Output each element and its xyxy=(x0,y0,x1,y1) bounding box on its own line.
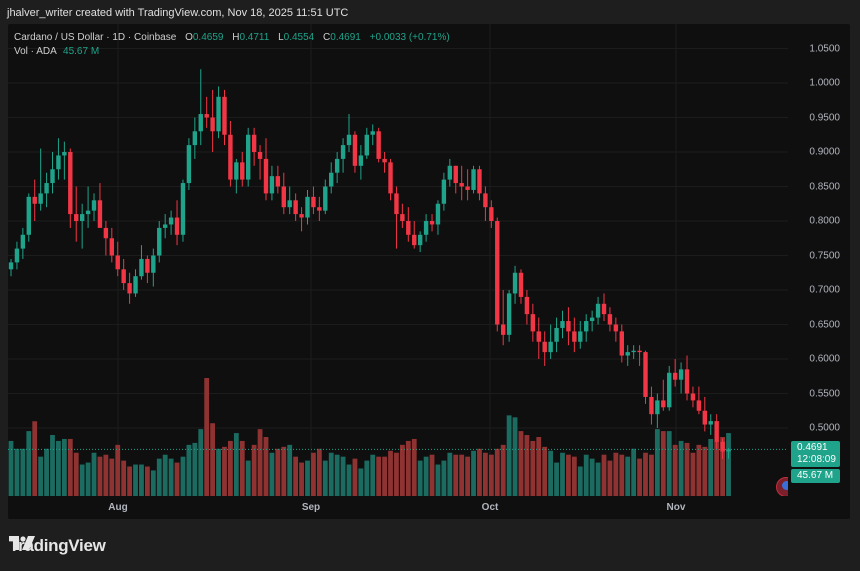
legend-low: 0.4554 xyxy=(283,32,315,43)
price-tick: 1.0500 xyxy=(809,43,840,54)
price-tick: 0.9500 xyxy=(809,112,840,123)
price-tick: 0.6000 xyxy=(809,353,840,365)
price-tick: 0.7000 xyxy=(809,284,840,296)
price-tick: 0.6500 xyxy=(809,319,840,330)
tradingview-logo: TradingView xyxy=(9,536,106,556)
chart-pane[interactable]: Cardano / US Dollar · 1D · Coinbase O0.4… xyxy=(8,24,788,496)
chart-frame: Cardano / US Dollar · 1D · Coinbase O0.4… xyxy=(8,24,850,519)
legend-close: 0.4691 xyxy=(330,32,361,43)
bar-countdown: 12:08:09 xyxy=(797,454,836,465)
legend-open-label: O xyxy=(185,32,193,43)
last-volume-tag: 45.67 M xyxy=(791,469,840,483)
price-tick: 0.5500 xyxy=(809,388,840,399)
legend-high-label: H xyxy=(232,32,240,43)
legend-ohlc-row: Cardano / US Dollar · 1D · Coinbase O0.4… xyxy=(14,31,450,45)
time-tick: Nov xyxy=(666,502,686,513)
legend-change: +0.0033 (+0.71%) xyxy=(369,32,450,43)
chart-legend: Cardano / US Dollar · 1D · Coinbase O0.4… xyxy=(14,31,450,59)
time-axis[interactable]: Aug Sep Oct Nov xyxy=(8,496,788,519)
tradingview-logo-text: TradingView xyxy=(9,536,106,555)
price-tick: 0.8500 xyxy=(809,181,840,192)
price-tick: 0.8000 xyxy=(809,215,840,227)
last-price: 0.4691 xyxy=(797,442,828,453)
legend-volume: 45.67 M xyxy=(63,46,100,57)
price-tick: 1.0000 xyxy=(809,77,840,89)
legend-low-label: L xyxy=(278,32,284,43)
user-avatar-icon[interactable] xyxy=(776,477,788,496)
last-price-tag: 0.4691 12:08:09 xyxy=(791,441,840,467)
legend-close-label: C xyxy=(323,32,331,43)
time-tick: Sep xyxy=(301,502,321,513)
price-axis[interactable]: 1.0500 1.0000 0.9500 0.9000 0.8500 0.8000 0.75… xyxy=(788,24,850,496)
price-tick: 0.7500 xyxy=(809,250,840,261)
legend-volume-row: Vol · ADA 45.67 M xyxy=(14,45,450,59)
legend-open: 0.4659 xyxy=(192,32,224,43)
price-tick: 0.5000 xyxy=(809,422,840,434)
tradingview-logo-icon xyxy=(9,536,35,550)
chart-credit: jhalver_writer created with TradingView.… xyxy=(7,7,349,19)
time-tick: Oct xyxy=(481,502,499,513)
legend-symbol[interactable]: Cardano / US Dollar · 1D · Coinbase xyxy=(14,32,177,43)
price-tick: 0.9000 xyxy=(809,146,840,158)
legend-volume-label[interactable]: Vol · ADA xyxy=(14,46,57,57)
legend-high: 0.4711 xyxy=(239,32,270,43)
candlestick-chart xyxy=(8,24,788,496)
time-tick: Aug xyxy=(108,502,128,513)
